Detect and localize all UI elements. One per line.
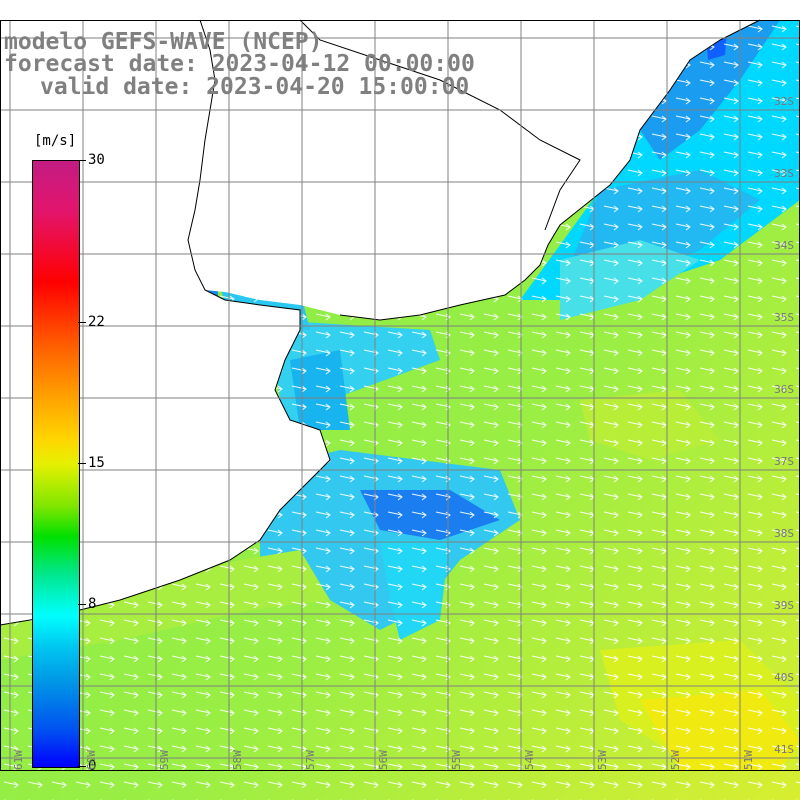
colorbar-tick [78,321,86,323]
longitude-label: 57W [304,750,317,770]
colorbar-tick [78,160,86,161]
latitude-label: 32S [774,95,794,108]
longitude-label: 51W [742,750,755,770]
latitude-label: 39S [774,599,794,612]
longitude-label: 59W [158,750,171,770]
colorbar-tick-label: 15 [88,455,105,471]
colorbar [32,160,80,768]
colorbar-tick-label: 22 [88,313,105,330]
forecast-date: forecast date: 2023-04-12 00:00:00 [4,51,475,77]
latitude-label: 41S [774,743,794,756]
coastline-north [339,19,761,321]
colorbar-unit: [m/s] [34,133,77,149]
longitude-label: 56W [377,750,390,770]
longitude-label: 58W [231,750,244,770]
colorbar-tick-label: 0 [88,758,97,774]
latitude-label: 37S [774,455,794,468]
latitude-label: 33S [774,167,794,180]
latitude-label: 38S [774,527,794,540]
colorbar-tick [78,766,86,767]
longitude-label: 61W [12,750,25,770]
latitude-label: 34S [774,239,794,252]
longitude-label: 55W [450,750,463,770]
latitude-label: 40S [774,671,794,684]
colorbar-tick-label: 30 [88,152,105,168]
model-title: modelo GEFS-WAVE (NCEP) [4,29,323,55]
latitude-label: 35S [774,311,794,324]
colorbar-tick [78,604,86,606]
coastline [0,19,331,626]
longitude-label: 53W [596,750,609,770]
lat-lon-grid [0,20,800,770]
colorbar-tick [78,463,86,464]
longitude-label: 60W [85,750,98,770]
valid-date: valid date: 2023-04-20 15:00:00 [40,74,470,100]
latitude-label: 36S [774,383,794,396]
longitude-label: 52W [669,750,682,770]
colorbar-tick-label: 8 [88,596,97,613]
longitude-label: 54W [523,750,536,770]
